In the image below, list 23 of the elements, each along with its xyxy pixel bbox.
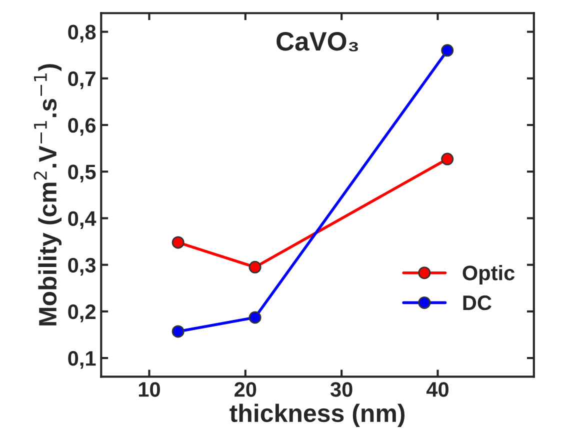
y-tick-label: 0,8	[68, 24, 96, 43]
point	[441, 152, 454, 166]
x-tick-label: 20	[234, 382, 256, 397]
point	[248, 260, 262, 274]
y-tick-label: 0,1	[68, 351, 96, 369]
x-tick-label: 40	[426, 382, 448, 397]
text: CaVO₃	[276, 32, 358, 52]
point	[172, 325, 184, 338]
y-tick-label: 0,3	[68, 258, 96, 276]
legend-label: DC	[463, 295, 492, 310]
legend-label: Optic	[462, 265, 515, 284]
x-tick-label: 30	[330, 382, 352, 397]
y-tick-label: 0,2	[68, 304, 96, 322]
y-tick-label: 0,7	[68, 71, 96, 90]
point	[248, 311, 262, 324]
y-tick-label: 0,5	[68, 164, 96, 182]
y-tick-label: 0,6	[68, 118, 96, 136]
y-axis-title: Mobility (cm$^{2}$.V$^{−1}$.s$^{−1}$)	[34, 64, 62, 326]
x-tick-label: 10	[138, 382, 160, 397]
point	[172, 236, 184, 249]
point	[441, 44, 454, 57]
y-tick-label: 0,4	[68, 211, 96, 229]
x-axis-title: thickness (nm)	[230, 404, 405, 428]
